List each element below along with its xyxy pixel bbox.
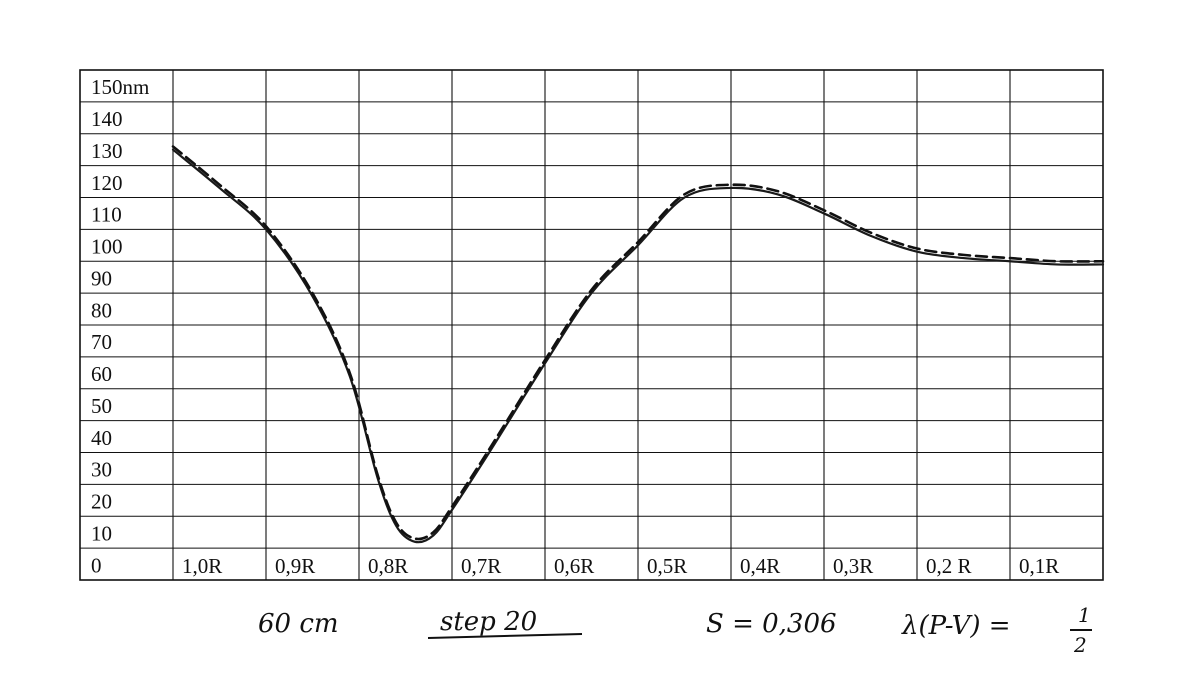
x-tick-label: 0,2 R	[926, 554, 972, 578]
x-axis-labels: 1,0R 0,9R 0,8R 0,7R 0,6R 0,5R 0,4R 0,3R 0,2 R 0,1…	[182, 554, 1059, 578]
annotation-lambda: λ(P-V) =	[901, 611, 1011, 641]
y-tick-label: 10	[91, 521, 112, 545]
y-tick-label: 40	[91, 426, 112, 450]
x-tick-label: 0,4R	[740, 554, 780, 578]
annotation-step-underline	[427, 633, 583, 639]
y-tick-label: 150nm	[91, 75, 149, 99]
handwritten-notes: 60 cm step 20 S = 0,306 λ(P-V) = 1 2	[258, 603, 1092, 657]
chart-grid	[79, 69, 1104, 581]
y-tick-label: 110	[91, 203, 122, 227]
series-line-dashed	[171, 145, 1105, 541]
y-tick-label: 0	[91, 553, 102, 577]
y-tick-label: 140	[91, 107, 123, 131]
x-tick-label: 1,0R	[182, 554, 222, 578]
x-tick-label: 0,7R	[461, 554, 501, 578]
y-tick-label: 50	[91, 394, 112, 418]
annotation-s-value: S = 0,306	[706, 609, 837, 639]
annotation-fraction-denominator: 2	[1073, 633, 1087, 657]
x-tick-label: 0,3R	[833, 554, 873, 578]
y-tick-label: 20	[91, 490, 112, 514]
annotation-60cm: 60 cm	[258, 609, 339, 639]
y-tick-label: 120	[91, 171, 123, 195]
x-tick-label: 0,1R	[1019, 554, 1059, 578]
y-tick-label: 80	[91, 298, 112, 322]
x-tick-label: 0,9R	[275, 554, 315, 578]
y-tick-label: 30	[91, 458, 112, 482]
annotation-fraction-numerator: 1	[1078, 603, 1091, 627]
y-tick-label: 70	[91, 330, 112, 354]
y-tick-label: 90	[91, 266, 112, 290]
x-tick-label: 0,5R	[647, 554, 687, 578]
annotation-step: step 20	[440, 607, 537, 637]
x-tick-label: 0,6R	[554, 554, 594, 578]
y-tick-label: 60	[91, 362, 112, 386]
chart-series	[171, 145, 1105, 544]
y-tick-label: 130	[91, 139, 123, 163]
y-tick-label: 100	[91, 235, 123, 259]
y-axis-labels: 0 10 20 30 40 50 60 70 80 90 100 110 120 130 140 150nm	[91, 75, 149, 577]
x-tick-label: 0,8R	[368, 554, 408, 578]
